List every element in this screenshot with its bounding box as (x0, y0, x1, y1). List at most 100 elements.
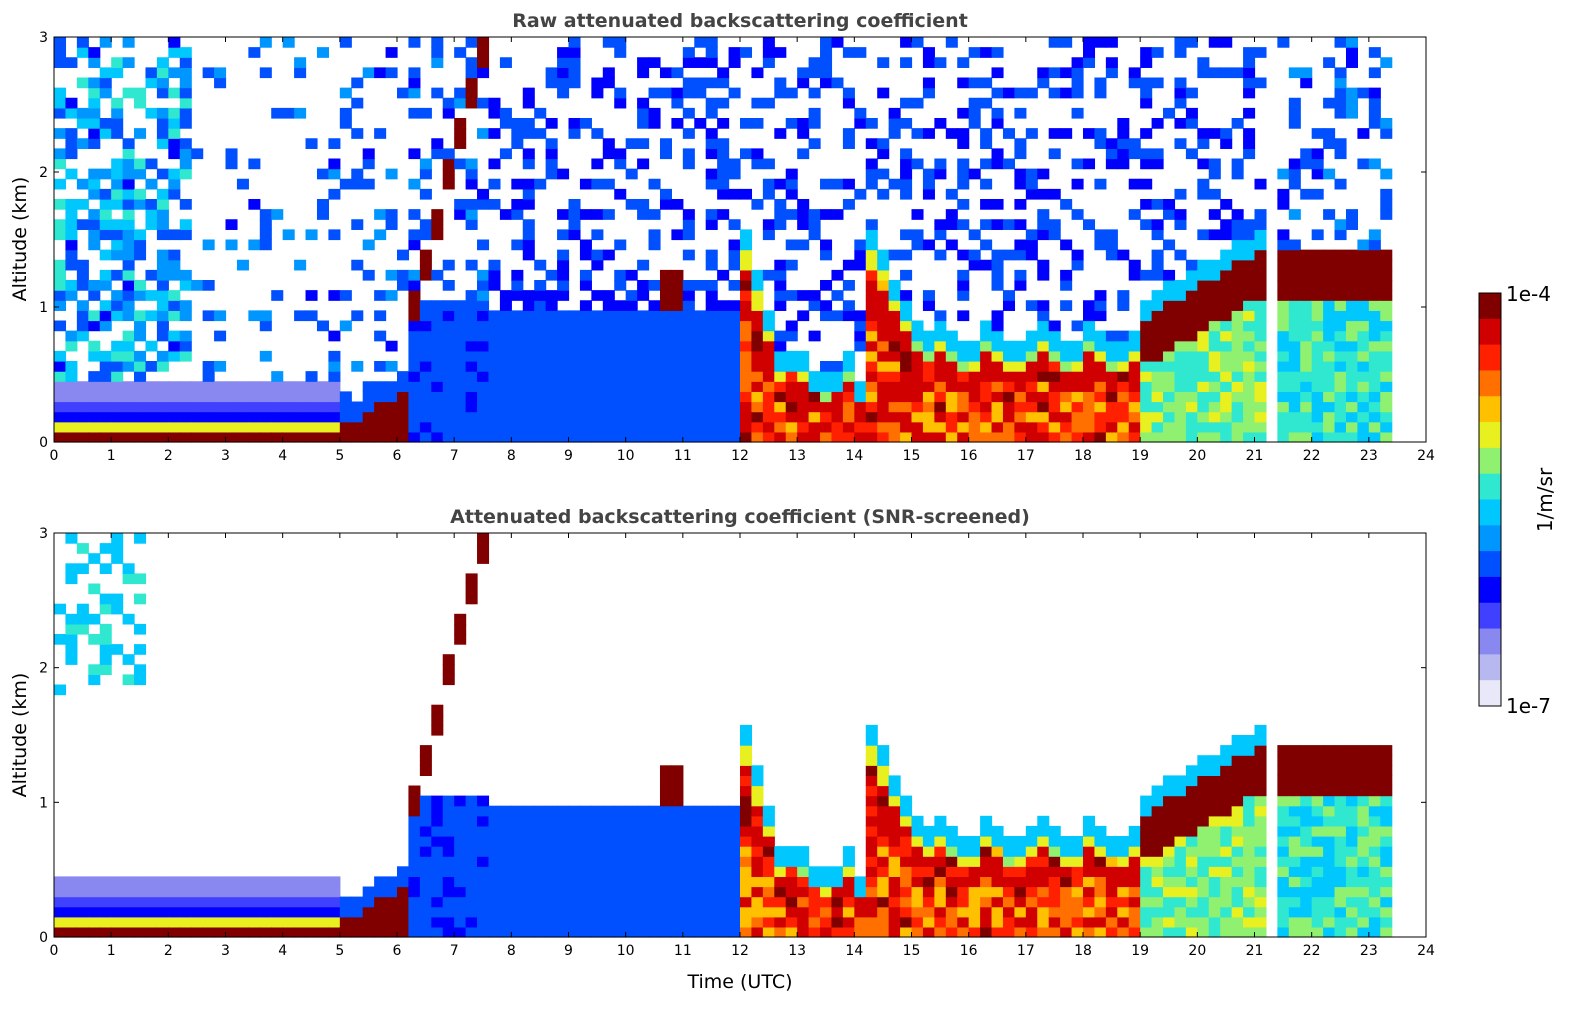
field-cell (191, 401, 204, 413)
field-cell (728, 330, 741, 342)
field-cell (76, 320, 89, 332)
field-cell (305, 401, 318, 413)
field-cell (957, 269, 970, 281)
field-cell (442, 856, 455, 867)
field-cell (1311, 916, 1324, 928)
field-cell (122, 290, 135, 301)
field-cell (614, 815, 627, 827)
field-cell (511, 209, 524, 220)
field-cell (579, 391, 592, 403)
field-cell (1357, 805, 1370, 817)
field-cell (591, 340, 604, 352)
field-cell (225, 876, 238, 888)
field-cell (820, 876, 833, 888)
field-cell (88, 229, 101, 241)
field-cell (214, 431, 227, 443)
field-cell (1323, 138, 1336, 149)
field-cell (1083, 411, 1096, 423)
field-cell (225, 411, 238, 423)
field-cell (1163, 846, 1176, 857)
colorbar-segment (1479, 344, 1501, 352)
field-cell (1071, 178, 1084, 190)
field-cell (1288, 330, 1301, 342)
field-cell (751, 158, 764, 170)
field-cell (1288, 431, 1301, 443)
field-cell (854, 926, 867, 938)
colorbar-segment (1479, 589, 1501, 597)
field-cell (1220, 128, 1233, 139)
field-cell (865, 138, 878, 149)
field-cell (1323, 755, 1336, 766)
field-cell (1185, 906, 1198, 918)
field-cell (122, 431, 135, 443)
field-cell (282, 411, 295, 423)
field-cell (145, 310, 158, 322)
field-cell (1243, 300, 1256, 311)
field-cell (557, 815, 570, 827)
field-cell (1254, 310, 1267, 322)
field-cell (1220, 310, 1233, 322)
field-cell (1208, 37, 1221, 48)
field-cell (728, 300, 741, 311)
field-cell (145, 431, 158, 443)
field-cell (980, 340, 993, 352)
field-cell (122, 886, 135, 898)
field-cell (465, 815, 478, 827)
field-cell (191, 421, 204, 433)
field-cell (762, 330, 775, 342)
field-cell (1368, 269, 1381, 281)
field-cell (751, 330, 764, 342)
field-cell (1185, 805, 1198, 817)
field-cell (877, 188, 890, 200)
field-cell (808, 906, 821, 918)
field-cell (236, 431, 249, 443)
field-cell (408, 411, 421, 423)
field-cell (1094, 825, 1107, 837)
field-cell (602, 866, 615, 877)
field-cell (294, 926, 307, 938)
field-cell (156, 57, 169, 68)
field-cell (65, 876, 78, 888)
field-cell (111, 249, 124, 261)
field-cell (1060, 916, 1073, 928)
field-cell (1231, 280, 1244, 291)
field-cell (659, 866, 672, 877)
field-cell (1037, 896, 1050, 908)
field-cell (934, 158, 947, 170)
field-cell (1220, 785, 1233, 797)
field-cell (282, 886, 295, 898)
field-cell (740, 431, 753, 443)
field-cell (1048, 421, 1061, 433)
field-cell (957, 178, 970, 190)
field-cell (911, 391, 924, 403)
field-cell (968, 391, 981, 403)
field-cell (785, 876, 798, 888)
field-cell (1163, 300, 1176, 311)
field-cell (900, 825, 913, 837)
field-cell (294, 916, 307, 928)
field-cell (419, 168, 432, 180)
field-cell (88, 219, 101, 230)
field-cell (842, 199, 855, 210)
colorbar-segment (1479, 480, 1501, 488)
field-cell (1151, 815, 1164, 827)
field-cell (1083, 896, 1096, 908)
field-cell (499, 57, 512, 68)
field-cell (934, 249, 947, 261)
field-cell (1037, 310, 1050, 322)
field-cell (111, 107, 124, 119)
field-cell (397, 906, 410, 918)
field-cell (751, 371, 764, 382)
field-cell (1220, 795, 1233, 807)
field-cell (568, 926, 581, 938)
field-cell (442, 926, 455, 938)
field-cell (705, 249, 718, 261)
field-cell (1277, 876, 1290, 888)
field-cell (522, 846, 535, 857)
field-cell (248, 310, 261, 322)
field-cell (705, 886, 718, 898)
field-cell (900, 229, 913, 241)
field-cell (76, 77, 89, 89)
field-cell (1334, 785, 1347, 797)
field-cell (1311, 128, 1324, 139)
